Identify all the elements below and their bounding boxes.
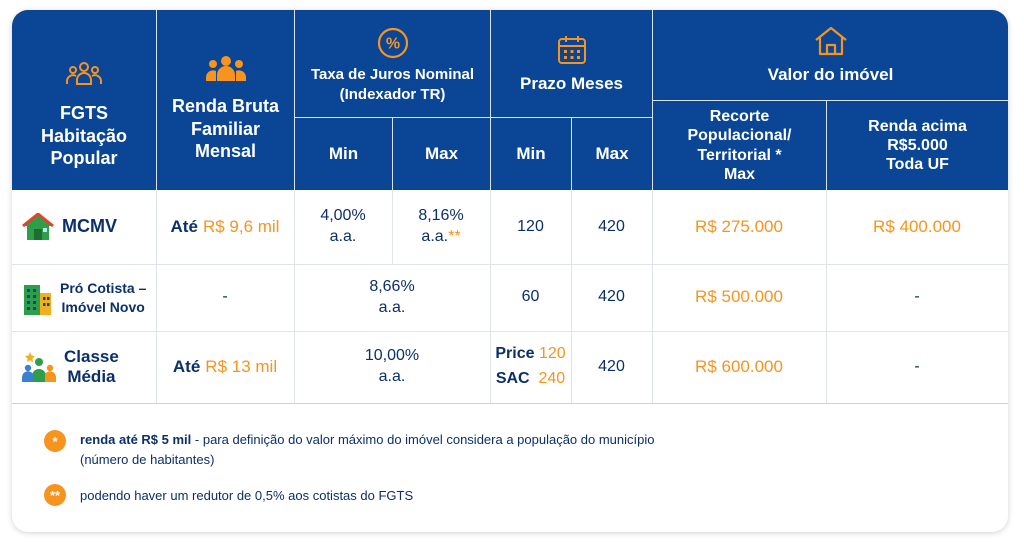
valor-recorte-cell: R$ 600.000 — [695, 356, 783, 376]
prazo-max-cell: 420 — [598, 357, 625, 375]
header-fgts-line3: Popular — [50, 148, 118, 169]
valor-renda-cell: - — [914, 357, 920, 375]
calendar-icon — [557, 35, 586, 64]
table-row: MCMV — [12, 190, 156, 264]
group-icon — [66, 62, 102, 86]
header-recorte-line2: Populacional/ — [687, 127, 792, 145]
header-renda-acima-line1: Renda acima — [868, 117, 967, 135]
header-renda-line1: Renda Bruta — [171, 96, 279, 117]
prazo-min-cell: Price 120 SAC 240 — [490, 331, 571, 403]
renda-cell: - — [222, 288, 228, 306]
header-prazo: Prazo Meses — [490, 10, 652, 117]
note-1-line2: (número de habitantes) — [80, 451, 215, 467]
percent-icon: % — [377, 27, 408, 59]
taxa-min-cell: 4,00% a.a. — [294, 190, 392, 264]
header-prazo-min: Min — [490, 117, 571, 190]
taxa-unit: a.a. — [378, 298, 406, 316]
taxa-min-value: 4,00% — [320, 207, 366, 225]
taxa-cell: 8,66% a.a. — [294, 264, 490, 331]
program-name: Pró Cotista – — [60, 279, 147, 296]
header-valor-recorte: Recorte Populacional/ Territorial * Max — [652, 100, 826, 190]
program-name: Classe — [64, 346, 119, 366]
taxa-value: 10,00% — [364, 347, 420, 365]
taxa-max-unit: a.a. — [421, 228, 449, 245]
svg-text:%: % — [385, 36, 399, 53]
prazo-min-cell: 60 — [521, 288, 540, 306]
valor-renda-cell: R$ 400.000 — [873, 216, 961, 236]
renda-prefix: Até — [170, 216, 198, 236]
prazo-max-cell: 420 — [598, 217, 625, 235]
header-recorte-line3: Territorial * — [697, 146, 782, 164]
header-renda: Renda Bruta Familiar Mensal — [156, 10, 294, 190]
note-1-text: - para definição do valor máximo do imóv… — [191, 432, 655, 447]
renda-prefix: Até — [172, 356, 201, 376]
table-card: FGTS Habitação Popular Renda Bruta Famil… — [12, 10, 1008, 532]
valor-recorte-cell: R$ 500.000 — [695, 287, 783, 307]
taxa-unit: a.a. — [378, 368, 406, 385]
table-row: Classe Média — [12, 331, 156, 403]
header-taxa-line2: (Indexador TR) — [339, 85, 446, 103]
family-icon — [22, 352, 56, 382]
program-name-wrap: Pró Cotista – Imóvel Novo — [60, 279, 146, 317]
header-valor-renda: Renda acima R$5.000 Toda UF — [826, 100, 1008, 190]
header-prazo-max: Max — [571, 117, 652, 190]
header-fgts: FGTS Habitação Popular — [12, 10, 156, 190]
note-badge-asterisk: * — [44, 430, 66, 452]
header-prazo-title: Prazo Meses — [520, 73, 623, 93]
house-outline-icon — [814, 26, 847, 56]
taxa-max-mark: ** — [448, 228, 461, 245]
house-icon — [22, 213, 54, 240]
taxa-value: 8,66% — [369, 277, 415, 295]
header-taxa-max: Max — [392, 117, 490, 190]
renda-value: R$ 13 mil — [205, 356, 278, 376]
note-1: renda até R$ 5 mil - para definição do v… — [80, 430, 980, 469]
building-icon — [24, 284, 51, 315]
header-taxa-min: Min — [294, 117, 392, 190]
taxa-max-unit-wrap: a.a.** — [421, 227, 460, 248]
prazo-price-value: 120 — [538, 345, 566, 363]
renda-cell: Até R$ 9,6 mil — [156, 190, 294, 264]
program-name-wrap: Classe Média — [64, 347, 119, 388]
header-valor-title: Valor do imóvel — [767, 65, 894, 84]
taxa-cell: 10,00% a.a. — [294, 331, 490, 403]
prazo-sac: SAC 240 — [496, 367, 565, 392]
renda-value: R$ 9,6 mil — [202, 216, 280, 236]
program-name-line2: Imóvel Novo — [61, 298, 145, 315]
header-recorte-line4: Max — [723, 165, 756, 183]
header-taxa-line1: Taxa de Juros Nominal — [310, 66, 475, 83]
header-taxa: % Taxa de Juros Nominal (Indexador TR) — [294, 10, 490, 117]
prazo-price: Price 120 — [495, 342, 565, 367]
header-renda-line2: Familiar — [190, 118, 261, 139]
program-name-line2: Média — [67, 367, 116, 386]
note-1-bold: renda até R$ 5 mil — [80, 432, 192, 447]
taxa-min-unit: a.a. — [329, 228, 357, 245]
prazo-price-label: Price — [495, 345, 535, 363]
valor-recorte-cell: R$ 275.000 — [695, 216, 783, 236]
people-icon — [205, 56, 246, 82]
note-badge-double-asterisk: ** — [44, 484, 66, 506]
header-fgts-line2: Habitação — [40, 125, 128, 146]
header-valor: Valor do imóvel — [652, 10, 1008, 100]
prazo-sac-label: SAC — [495, 370, 530, 387]
header-renda-acima-line2: R$5.000 — [887, 136, 948, 154]
prazo-min-cell: 120 — [517, 217, 544, 235]
renda-cell: Até R$ 13 mil — [156, 331, 294, 403]
header-renda-acima-line3: Toda UF — [886, 156, 949, 174]
header-fgts-line1: FGTS — [60, 103, 108, 124]
taxa-max-value: 8,16% — [418, 207, 464, 225]
header-recorte-line1: Recorte — [709, 108, 770, 126]
valor-renda-cell: - — [914, 288, 920, 306]
prazo-max-cell: 420 — [598, 288, 625, 306]
prazo-sac-value: 240 — [538, 370, 566, 387]
table-row: Pró Cotista – Imóvel Novo — [12, 264, 156, 331]
program-name: MCMV — [62, 216, 117, 237]
taxa-max-cell: 8,16% a.a.** — [392, 190, 490, 264]
note-2: podendo haver um redutor de 0,5% aos cot… — [80, 488, 414, 503]
header-renda-line3: Mensal — [194, 141, 257, 162]
